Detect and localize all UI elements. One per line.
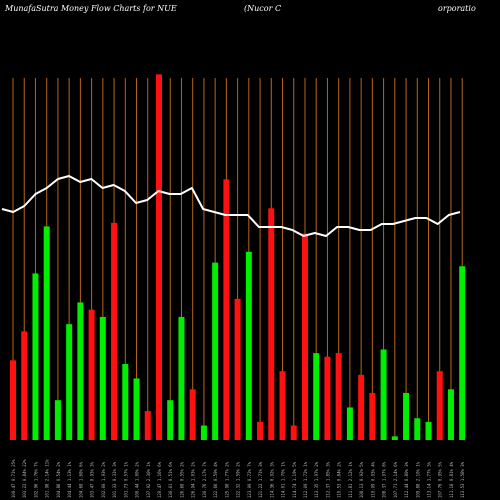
- money-flow-bar: [279, 371, 286, 440]
- x-tick-label: 126.94 1.03% 2%: [191, 461, 196, 498]
- money-flow-bar: [414, 418, 421, 440]
- money-flow-bar: [346, 407, 353, 440]
- price-line: [1, 175, 461, 237]
- money-flow-bar: [99, 316, 106, 440]
- x-axis-labels: 100.47 0.71% 25% 103.22 0.84% 22% 102.96 1…: [11, 459, 465, 498]
- money-flow-bar: [257, 421, 264, 440]
- x-tick-label: 130.01 0.51% 6%: [168, 461, 173, 498]
- x-tick-label: 101.98 2.14% 11%: [45, 459, 50, 498]
- money-flow-bar: [200, 425, 207, 440]
- money-flow-bar: [369, 392, 376, 440]
- x-tick-label: 110.53 0.84% 2%: [337, 461, 342, 498]
- money-flow-bar: [403, 392, 410, 440]
- x-tick-label: 107.71 2.14% 6%: [393, 461, 398, 498]
- company-name-part-right: orporatio: [438, 4, 476, 13]
- x-tick-label: 107.76 0.95% 5%: [438, 461, 443, 498]
- money-flow-bar: [111, 222, 118, 440]
- money-flow-bars: [10, 74, 466, 441]
- x-tick-label: 113.14 1.77% 3%: [427, 461, 432, 498]
- money-flow-bar: [324, 356, 331, 440]
- x-tick-label: 109.88 2.10% 1%: [415, 461, 420, 498]
- x-tick-label: 101.73 0.57% 1%: [123, 461, 128, 498]
- x-tick-label: 112.09 1.72% 1%: [303, 461, 308, 498]
- money-flow-bar: [459, 266, 466, 440]
- money-flow-bar: [133, 378, 140, 440]
- money-flow-bar: [335, 353, 342, 440]
- money-flow-bar: [10, 360, 16, 440]
- x-tick-label: 112.37 1.85% 3%: [325, 461, 330, 498]
- money-flow-bar: [447, 389, 454, 440]
- money-flow-bar: [245, 251, 252, 440]
- money-flow-bar: [436, 371, 443, 440]
- x-tick-label: 110.99 0.93% 4%: [370, 461, 375, 498]
- money-flow-bar: [268, 208, 275, 440]
- x-tick-label: 112.44 0.80% 3%: [404, 461, 409, 498]
- x-tick-label: 121.22 1.71% 3%: [258, 461, 263, 498]
- x-tick-label: 108.37 1.97% 8%: [382, 461, 387, 498]
- money-flow-bar: [54, 400, 61, 440]
- x-tick-label: 122.66 0.59% 4%: [213, 461, 218, 498]
- x-tick-label: 111.81 2.12% 1%: [348, 461, 353, 498]
- x-tick-label: 120.47 1.16% 6%: [157, 461, 162, 498]
- money-flow-bar: [189, 389, 196, 440]
- x-tick-label: 101.33 0.31% 3%: [112, 461, 117, 498]
- x-tick-label: 114.01 1.70% 1%: [281, 461, 286, 498]
- money-flow-bar: [358, 374, 365, 440]
- money-flow-bar: [88, 309, 95, 440]
- x-tick-label: 100.44 1.00% 2%: [135, 461, 140, 498]
- money-flow-bar: [178, 316, 185, 440]
- x-tick-label: 113.35 1.97% 2%: [314, 461, 319, 498]
- x-tick-label: 108.13 0.92% 5%: [359, 461, 364, 498]
- money-flow-bar: [391, 436, 398, 440]
- x-tick-label: 122.32 1.59% 2%: [236, 461, 241, 498]
- money-flow-bar: [155, 74, 162, 440]
- money-flow-bar: [425, 421, 432, 440]
- money-flow-bar: [212, 262, 219, 440]
- x-tick-label: 103.47 0.93% 3%: [90, 461, 95, 498]
- x-tick-label: 126.68 0.55% 2%: [179, 461, 184, 498]
- company-name-part: (Nucor C: [244, 4, 282, 13]
- x-tick-label: 123.99 0.72% 7%: [247, 461, 252, 498]
- money-flow-bar: [234, 298, 241, 440]
- money-flow-bar: [32, 273, 39, 440]
- x-tick-label: 102.00 1.93% 2%: [101, 461, 106, 498]
- x-tick-label: 104.68 1.68% 6%: [78, 461, 83, 498]
- x-tick-label: 111.18 0.81% 4%: [449, 461, 454, 498]
- money-flow-bar: [21, 331, 28, 440]
- money-flow-bar: [380, 349, 387, 440]
- price-line-group: [1, 175, 461, 237]
- x-tick-label: 114.36 0.92% 3%: [269, 461, 274, 498]
- x-tick-label: 104.86 0.54% 2%: [56, 461, 61, 498]
- money-flow-bar: [122, 363, 129, 440]
- chart-title: MunafaSutra Money Flow Charts for NUE: [5, 4, 177, 13]
- x-tick-label: 102.96 1.76% 7%: [33, 461, 38, 498]
- money-flow-bar: [290, 425, 297, 440]
- money-flow-bar: [66, 324, 73, 440]
- money-flow-bar: [167, 400, 174, 440]
- money-flow-bar: [223, 179, 230, 441]
- x-tick-label: 125.98 1.77% 2%: [224, 461, 229, 498]
- x-tick-label: 103.22 0.84% 22%: [22, 459, 27, 498]
- x-tick-label: 104.44 1.13% 1%: [67, 461, 72, 498]
- x-tick-label: 113.53 1.58% 3%: [460, 461, 465, 498]
- money-flow-bar: [43, 226, 50, 440]
- money-flow-bar: [313, 353, 320, 440]
- x-tick-label: 100.47 0.71% 25%: [11, 459, 16, 498]
- x-tick-label: 114.74 1.19% 5%: [292, 461, 297, 498]
- x-tick-label: 130.76 2.17% 7%: [202, 461, 207, 498]
- money-flow-bar: [144, 411, 151, 440]
- money-flow-bar: [77, 302, 84, 440]
- money-flow-bar: [301, 233, 308, 440]
- x-tick-label: 137.92 2.30% 1%: [146, 461, 151, 498]
